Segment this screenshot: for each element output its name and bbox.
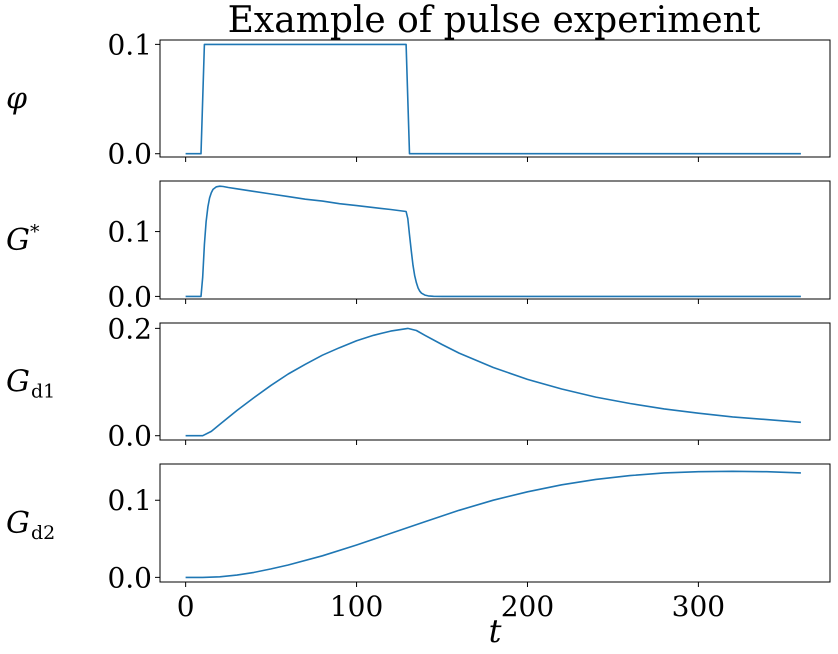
axes-frame bbox=[159, 463, 831, 583]
y-tick-label: 0.0 bbox=[107, 280, 152, 313]
x-tick-label: 300 bbox=[672, 590, 725, 623]
series-line-panel-2 bbox=[185, 185, 801, 298]
y-axis-label-panel-1: φ bbox=[6, 82, 27, 117]
series-line-panel-1 bbox=[185, 43, 801, 155]
y-tick-label: 0.1 bbox=[107, 216, 152, 249]
x-tick-label: 0 bbox=[177, 590, 195, 623]
y-tick-label: 0.1 bbox=[107, 484, 152, 517]
chart-title: Example of pulse experiment bbox=[228, 0, 761, 41]
x-axis-label: t bbox=[489, 612, 502, 650]
y-axis-label-panel-2: G* bbox=[6, 221, 40, 258]
panel-3: 0.0 0.2 Gd1 bbox=[6, 312, 831, 453]
y-tick-label: 0.0 bbox=[107, 420, 152, 453]
panel-1: 0.0 0.1 φ bbox=[6, 28, 831, 171]
y-axis-label-panel-3: Gd1 bbox=[6, 365, 55, 403]
panel-2: 0.0 0.1 G* bbox=[6, 180, 831, 313]
x-tick-label: 100 bbox=[330, 590, 383, 623]
y-tick-label: 0.0 bbox=[107, 138, 152, 171]
axes-frame bbox=[159, 322, 831, 441]
axes-frame bbox=[159, 180, 831, 300]
y-tick-label: 0.0 bbox=[107, 561, 152, 594]
y-axis-label-panel-4: Gd2 bbox=[6, 506, 55, 544]
axes-frame bbox=[159, 39, 831, 158]
y-tick-label: 0.1 bbox=[107, 28, 152, 61]
y-tick-label: 0.2 bbox=[107, 312, 152, 345]
series-line-panel-3 bbox=[185, 327, 801, 437]
series-line-panel-4 bbox=[185, 470, 801, 579]
panel-4: 0.0 0.1 Gd2 0 100 200 300 bbox=[6, 463, 831, 623]
x-tick-label: 200 bbox=[501, 590, 554, 623]
